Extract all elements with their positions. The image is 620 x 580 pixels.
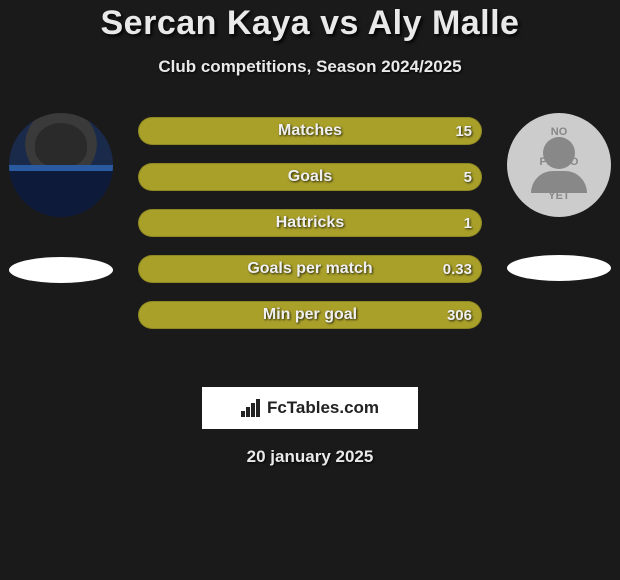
stat-right-value: 15 <box>455 117 472 145</box>
stat-bars: Matches 15 Goals 5 Hattricks 1 Goals per… <box>138 117 482 347</box>
stat-right-value: 1 <box>464 209 472 237</box>
player-right: NO PHOTO YET <box>504 113 614 281</box>
main-area: NO PHOTO YET Matches 15 Goals 5 Hattric <box>0 113 620 373</box>
brand-text: FcTables.com <box>267 398 379 418</box>
shadow-oval-right <box>507 255 611 281</box>
chart-icon <box>241 399 263 417</box>
player-left <box>6 113 116 283</box>
no-photo-line: NO <box>507 127 611 138</box>
stat-label: Goals <box>288 168 332 186</box>
stat-right-value: 5 <box>464 163 472 191</box>
no-photo-line: YET <box>507 191 611 202</box>
subtitle: Club competitions, Season 2024/2025 <box>0 57 620 77</box>
stat-bar: Matches 15 <box>138 117 482 145</box>
avatar-left <box>9 113 113 217</box>
stat-bar: Min per goal 306 <box>138 301 482 329</box>
brand-box[interactable]: FcTables.com <box>202 387 418 429</box>
page-title: Sercan Kaya vs Aly Malle <box>0 4 620 43</box>
shadow-oval-left <box>9 257 113 283</box>
stat-right-value: 306 <box>447 301 472 329</box>
stat-label: Min per goal <box>263 306 357 324</box>
comparison-card: Sercan Kaya vs Aly Malle Club competitio… <box>0 0 620 467</box>
stat-label: Goals per match <box>247 260 372 278</box>
stat-label: Hattricks <box>276 214 344 232</box>
stat-bar: Hattricks 1 <box>138 209 482 237</box>
no-photo-line: PHOTO <box>507 157 611 168</box>
date-text: 20 january 2025 <box>0 447 620 467</box>
stat-bar: Goals per match 0.33 <box>138 255 482 283</box>
stat-right-value: 0.33 <box>443 255 472 283</box>
stat-label: Matches <box>278 122 342 140</box>
stat-bar: Goals 5 <box>138 163 482 191</box>
avatar-right-placeholder: NO PHOTO YET <box>507 113 611 217</box>
